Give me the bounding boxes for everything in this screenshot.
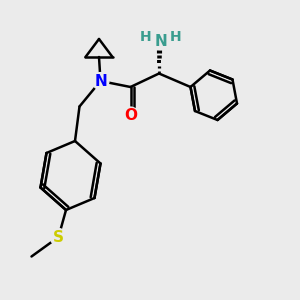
Circle shape (122, 107, 139, 124)
Circle shape (92, 73, 109, 89)
Circle shape (153, 34, 168, 50)
Text: H: H (170, 30, 181, 44)
Circle shape (140, 31, 154, 44)
Circle shape (50, 229, 67, 245)
Text: O: O (124, 108, 137, 123)
Text: S: S (53, 230, 64, 244)
Text: N: N (94, 74, 107, 88)
Text: N: N (154, 34, 167, 50)
Text: H: H (140, 30, 151, 44)
Circle shape (167, 31, 181, 44)
